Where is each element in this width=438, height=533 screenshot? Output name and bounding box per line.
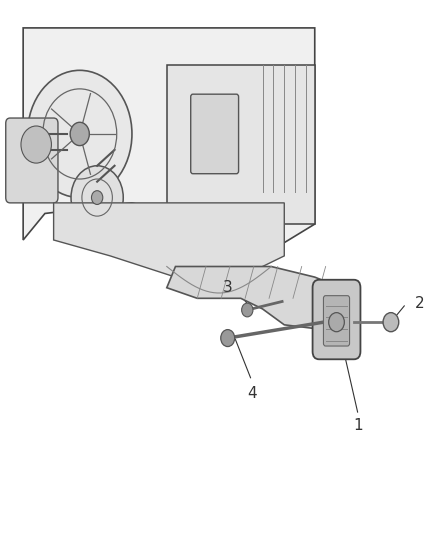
Circle shape xyxy=(28,70,132,198)
Circle shape xyxy=(221,329,235,346)
Circle shape xyxy=(242,303,253,317)
Polygon shape xyxy=(167,266,350,330)
Polygon shape xyxy=(53,203,284,277)
Text: 4: 4 xyxy=(247,386,257,401)
Circle shape xyxy=(70,122,89,146)
Polygon shape xyxy=(23,28,315,266)
FancyBboxPatch shape xyxy=(167,65,315,224)
Circle shape xyxy=(383,313,399,332)
Circle shape xyxy=(328,313,344,332)
FancyBboxPatch shape xyxy=(323,296,350,346)
FancyBboxPatch shape xyxy=(313,280,360,359)
Circle shape xyxy=(21,126,51,163)
Text: 1: 1 xyxy=(353,418,363,433)
FancyBboxPatch shape xyxy=(191,94,239,174)
Circle shape xyxy=(92,191,103,205)
Text: 2: 2 xyxy=(414,296,424,311)
Text: 3: 3 xyxy=(223,280,233,295)
FancyBboxPatch shape xyxy=(6,118,58,203)
Circle shape xyxy=(71,166,123,229)
